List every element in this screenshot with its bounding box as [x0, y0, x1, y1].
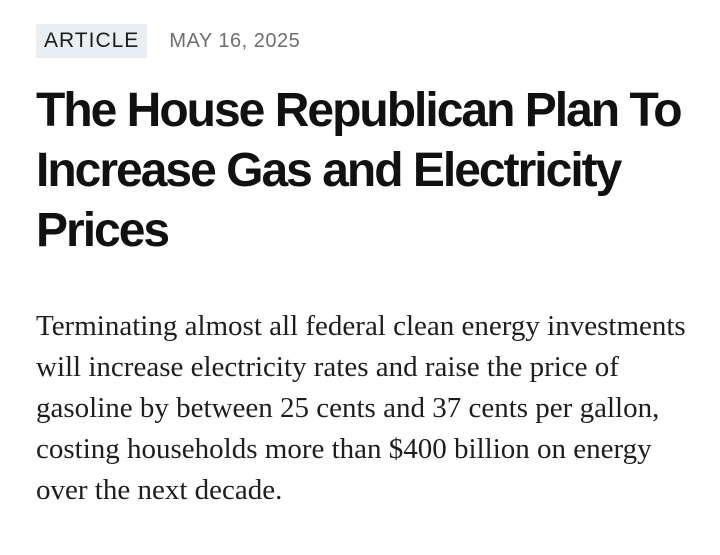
article-headline: The House Republican Plan To Increase Ga… [36, 84, 683, 257]
article-header: ARTICLE MAY 16, 2025 The House Republica… [36, 24, 696, 511]
article-meta: ARTICLE MAY 16, 2025 [36, 24, 696, 58]
publish-date: MAY 16, 2025 [169, 30, 301, 52]
article-summary: Terminating almost all federal clean ene… [36, 310, 686, 506]
article-type-badge[interactable]: ARTICLE [36, 24, 148, 58]
